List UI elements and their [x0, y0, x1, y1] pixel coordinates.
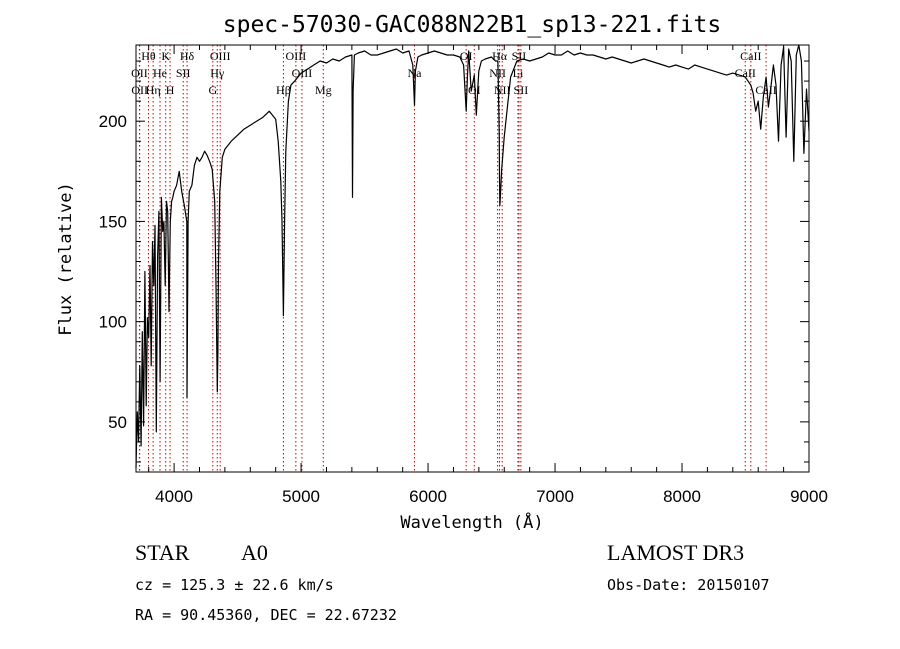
- chart-title: spec-57030-GAC088N22B1_sp13-221.fits: [223, 12, 722, 38]
- x-tick-label: 6000: [409, 487, 447, 506]
- x-tick-label: 7000: [536, 487, 574, 506]
- survey-name: LAMOST DR3: [607, 540, 744, 565]
- line-marker-label: Mg: [315, 83, 332, 97]
- line-marker-label: NII: [494, 83, 511, 97]
- spectrum-line: [135, 44, 810, 469]
- y-tick-label: 50: [108, 413, 127, 432]
- line-marker-label: Hα: [492, 49, 508, 63]
- line-marker-label: G: [208, 83, 217, 97]
- line-marker-label: SII: [514, 83, 529, 97]
- y-tick-label: 200: [99, 112, 127, 131]
- y-axis-label: Flux (relative): [56, 182, 76, 336]
- x-tick-label: 9000: [790, 487, 828, 506]
- line-marker-label: SII: [176, 66, 191, 80]
- observation-date: Obs-Date: 20150107: [607, 576, 770, 594]
- spectral-subclass: A0: [241, 540, 268, 565]
- emission-line-markers: [138, 45, 767, 472]
- line-marker-label: He: [153, 66, 167, 80]
- line-marker-label: CaII: [755, 83, 776, 97]
- line-marker-label: K: [161, 49, 170, 63]
- y-tick-label: 150: [99, 212, 127, 231]
- line-marker-label: Hγ: [210, 66, 225, 80]
- spectrum-series: [135, 44, 810, 469]
- x-axis-label: Wavelength (Å): [400, 511, 543, 533]
- redshift-readout: cz = 125.3 ± 22.6 km/s: [135, 576, 334, 594]
- plot-frame: [135, 44, 810, 473]
- line-marker-label: CaII: [740, 49, 761, 63]
- x-tick-label: 8000: [663, 487, 701, 506]
- y-axis-ticks: 50 100 150 200: [99, 60, 809, 463]
- line-marker-label: OIII: [286, 49, 307, 63]
- x-axis-ticks: 4000 5000 6000 7000 8000 9000: [148, 45, 828, 506]
- coordinates-readout: RA = 90.45360, DEC = 22.67232: [135, 606, 397, 624]
- line-marker-label: Hθ: [141, 49, 156, 63]
- x-tick-label: 5000: [282, 487, 320, 506]
- y-tick-label: 100: [99, 313, 127, 332]
- line-marker-label: OII: [131, 66, 148, 80]
- line-marker-label: Hη: [146, 83, 161, 97]
- line-marker-label: H: [166, 83, 175, 97]
- line-marker-label: Li: [513, 66, 524, 80]
- x-tick-label: 4000: [155, 487, 193, 506]
- object-class: STAR: [135, 540, 190, 565]
- line-marker-label: OIII: [210, 49, 231, 63]
- line-marker-label: CaII: [735, 66, 756, 80]
- line-marker-label: Hβ: [276, 83, 291, 97]
- line-marker-label: Hδ: [180, 49, 195, 63]
